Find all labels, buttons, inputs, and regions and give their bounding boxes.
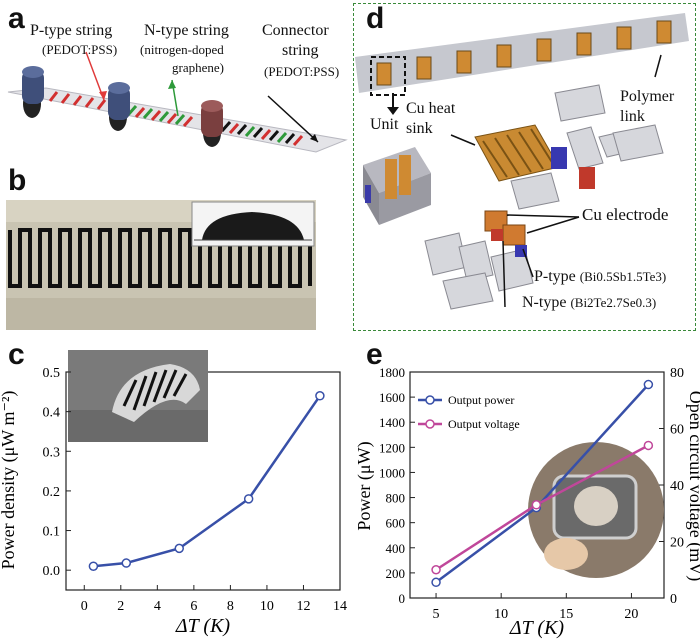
n-type-label: N-type (Bi2Te2.7Se0.3) [522,294,656,312]
chart-e-ylabel-right: Open circuit voltage (mV) [685,391,700,581]
panel-label-d: d [366,2,385,35]
connector-arrow [267,95,319,143]
chart-c-xtick-label: 2 [117,599,124,614]
chart-c-xtick-label: 10 [260,599,274,614]
heat-sink [474,124,560,182]
n-type-name: N-type [522,294,567,311]
chart-c-xtick-label: 8 [227,599,234,614]
n-string-material: (nitrogen-doped [140,42,224,57]
panel-label-b: b [8,164,27,197]
roller-1 [22,66,44,118]
chart-e-xlabel: ΔT (K) [509,617,565,639]
chart-e-point [431,565,441,575]
panel-label-a: a [8,2,25,35]
chart-e-point [531,500,542,510]
legend-power-text: Output power [448,393,514,407]
n-type-formula: (Bi2Te2.7Se0.3) [570,295,657,310]
chart-c-xtick-label: 4 [154,599,161,614]
cu-electrode-label: Cu electrode [582,205,669,224]
chart-c-xtick-label: 6 [190,599,197,614]
chart-e-ytick-label: 0 [399,591,406,606]
n-string-label: N-type string [144,22,229,39]
chart-e-ytick-right-label: 20 [670,536,684,551]
chart-e-ytick-right-label: 80 [670,366,684,381]
p-type-formula: (Bi0.5Sb1.5Te3) [579,269,667,284]
chart-e-point [431,577,441,588]
chart-c-xtick-label: 14 [333,599,347,614]
printed-device-photo [6,200,316,330]
cu-heat-label: Cu heat [406,100,456,117]
chart-c-xtick-label: 12 [296,599,310,614]
chart-c-point [315,391,325,401]
unit-label: Unit [370,116,399,133]
chart-e-legend: Output power Output voltage [418,393,520,431]
n-string-material-2: graphene) [172,60,224,75]
chart-e-ytick-right-label: 40 [670,479,684,494]
p-type-name: P-type [534,268,576,285]
chart-e-ytick-label: 1800 [379,365,405,380]
chart-c-ytick-label: 0.1 [43,525,61,540]
p-type-label: P-type (Bi0.5Sb1.5Te3) [534,268,666,286]
chart-c-point [174,543,185,554]
unit-block [363,147,431,225]
panel-label-c: c [8,338,25,371]
chart-e-ytick-right-label: 60 [670,423,684,438]
chart-e-ytick-label: 1200 [379,440,405,455]
legend-voltage-marker [425,419,435,429]
roller-2 [108,82,130,131]
chart-c-ytick-label: 0.5 [43,366,61,381]
chart-e-inset-photo [528,442,664,578]
connector-material: (PEDOT:PSS) [264,64,340,79]
chart-c-ytick-label: 0.4 [43,406,61,421]
chart-e: 5 10 15 20020040060080010001200140016001800… [354,365,700,639]
legend-power-marker [425,395,435,405]
chart-e-xtick-label: 15 [559,607,573,622]
connector-label: Connector [262,22,329,39]
chart-e-ytick-label: 1000 [379,465,405,480]
chart-e-ytick-right-label: 0 [670,592,677,607]
polymer-label: Polymer [620,88,675,105]
chart-c-ytick-label: 0.2 [43,485,61,500]
contact-angle-inset [191,201,315,247]
chart-e-ytick-label: 200 [386,566,406,581]
chart-e-xtick-label: 20 [624,607,638,622]
chart-e-xtick-label: 5 [433,607,440,622]
connector-stripes [220,121,304,146]
chart-c-ytick-label: 0.0 [43,564,61,579]
p-string-label: P-type string [30,22,113,39]
module-frame [353,3,696,331]
chart-e-ytick-label: 1600 [379,390,405,405]
chart-c-inset-photo [68,350,208,442]
chart-c-xtick-label: 0 [81,599,88,614]
chart-c-ytick-label: 0.3 [43,445,61,460]
chart-e-ylabel: Power (μW) [354,441,375,530]
p-type-stripes [48,91,107,110]
chart-c: 0 2 4 6 8 10 12 14 0.0 0.1 0.2 0.3 0.4 0.5 Power dens… [0,350,347,637]
chart-e-xtick-label: 10 [494,607,508,622]
chart-c-ylabel: Power density (μW m⁻²) [0,391,19,570]
legend-voltage-text: Output voltage [448,417,520,431]
chart-e-ytick-label: 800 [386,491,406,506]
chart-c-point [243,494,254,504]
chart-e-ytick-label: 600 [386,516,406,531]
chart-e-ytick-label: 1400 [379,415,405,430]
p-string-material: (PEDOT:PSS) [42,42,118,57]
sink-label: sink [406,120,433,137]
string-schematic [7,51,348,153]
chart-c-xlabel: ΔT (K) [175,615,231,637]
chart-e-ytick-label: 400 [386,541,406,556]
connector-label-2: string [282,42,319,59]
chart-e-point [643,440,654,451]
chart-c-point [88,561,99,571]
chart-e-point [643,379,654,390]
link-label: link [620,108,645,125]
panel-label-e: e [366,338,383,371]
roller-3 [201,100,223,147]
chart-c-point [121,558,132,568]
module-schematic [355,13,689,310]
